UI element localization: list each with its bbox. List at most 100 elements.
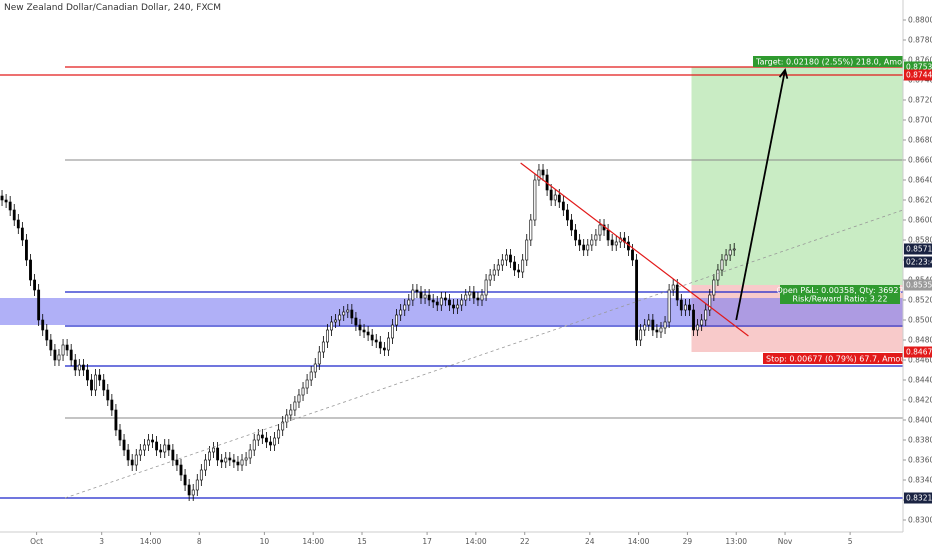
- candle-body: [81, 364, 85, 371]
- candle: [704, 304, 708, 326]
- candle-body: [692, 309, 695, 331]
- candle: [403, 299, 407, 316]
- candle-body: [49, 339, 53, 351]
- candle-body: [138, 449, 142, 456]
- x-tick-label: Oct: [30, 537, 43, 546]
- candle: [273, 432, 276, 451]
- x-tick-label: Nov: [778, 537, 793, 546]
- candle: [708, 289, 712, 316]
- candle: [582, 239, 586, 256]
- candle: [622, 232, 626, 248]
- candle-body: [273, 437, 276, 446]
- candle-body: [94, 374, 98, 391]
- candle: [382, 342, 386, 356]
- candle-body: [724, 254, 728, 261]
- candle: [212, 442, 215, 458]
- candle-body: [41, 319, 45, 331]
- price-tag-label: 0.87447: [906, 71, 932, 80]
- candle-body: [395, 314, 399, 326]
- candle-body: [382, 347, 386, 351]
- candle-body: [614, 241, 618, 246]
- candle-body: [419, 291, 423, 299]
- candle: [29, 254, 32, 286]
- candle: [692, 304, 695, 336]
- candle: [277, 424, 281, 444]
- candle: [647, 314, 651, 331]
- candle-body: [175, 459, 179, 466]
- candle-body: [504, 254, 508, 261]
- candle-body: [716, 269, 720, 281]
- candle: [509, 249, 512, 268]
- candle: [114, 404, 118, 436]
- candle: [240, 454, 244, 471]
- candle-body: [224, 457, 228, 463]
- candle: [700, 314, 704, 331]
- candle: [732, 243, 736, 256]
- candle-body: [720, 259, 724, 271]
- candle: [269, 436, 272, 451]
- candle-body: [69, 349, 73, 361]
- candle-body: [297, 394, 301, 403]
- candle: [130, 454, 134, 471]
- candle-body: [289, 409, 293, 416]
- candle-body: [700, 319, 704, 326]
- candle-body: [728, 249, 732, 256]
- open-pnl-box: [780, 285, 900, 304]
- candle: [419, 286, 423, 304]
- candle-body: [578, 239, 582, 246]
- candle: [297, 389, 301, 408]
- x-axis[interactable]: Oct 3 14:00 8 10 14:00 15 17 14:00 22 24 14:00 29 13:…: [0, 531, 903, 546]
- candle: [33, 274, 36, 296]
- candle-body: [232, 459, 236, 463]
- candle-body: [163, 444, 167, 453]
- candle: [321, 336, 325, 358]
- candle: [37, 284, 41, 326]
- candle: [431, 294, 435, 308]
- candle-body: [448, 299, 451, 306]
- candle: [248, 444, 252, 464]
- candle: [301, 382, 305, 401]
- candle-body: [635, 259, 638, 341]
- candle: [724, 249, 728, 266]
- x-tick-label: 15: [357, 537, 367, 546]
- candle: [289, 404, 293, 421]
- candle-body: [655, 329, 659, 333]
- candle: [61, 339, 65, 361]
- candle-body: [704, 309, 708, 321]
- candle: [610, 234, 614, 251]
- x-tick-label: 14:00: [628, 537, 650, 546]
- candle: [20, 222, 24, 246]
- candle-body: [350, 309, 354, 319]
- candle: [517, 264, 521, 278]
- candle-body: [4, 199, 8, 203]
- candle: [199, 464, 203, 486]
- candle-body: [191, 489, 195, 496]
- candle-body: [423, 294, 427, 299]
- candle-body: [29, 259, 32, 281]
- candle: [122, 434, 126, 456]
- candle-body: [435, 301, 439, 306]
- candle-body: [582, 244, 586, 251]
- price-tag-label: 0.87532: [906, 63, 932, 72]
- candle-body: [313, 363, 317, 373]
- price-tag-box: [904, 256, 932, 268]
- candle: [570, 214, 573, 236]
- candle: [456, 299, 460, 314]
- candle: [468, 286, 472, 301]
- candle: [151, 434, 154, 448]
- candle: [203, 454, 207, 476]
- candle: [378, 336, 382, 354]
- candle: [12, 204, 16, 226]
- candle-body: [427, 294, 431, 301]
- candle-body: [484, 279, 488, 296]
- candle: [574, 224, 577, 246]
- candle-body: [378, 341, 382, 349]
- candle: [720, 254, 724, 276]
